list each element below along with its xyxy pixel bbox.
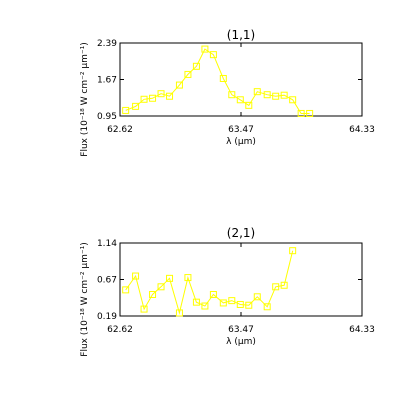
data-point (236, 300, 244, 308)
data-point (228, 91, 236, 99)
data-point (253, 88, 261, 96)
series-line (125, 48, 310, 114)
x-tick-label: 62.62 (107, 325, 133, 335)
ticks: 62.62 63.47 64.33 0.19 0.67 1.14 (97, 239, 375, 335)
data-point (263, 303, 271, 311)
y-axis-label: Flux (10⁻¹⁸ W cm⁻² μm⁻¹) (80, 242, 90, 356)
x-tick-label: 63.47 (228, 325, 254, 335)
y-tick-label: 1.14 (97, 239, 117, 249)
x-tick-label: 64.33 (349, 325, 375, 335)
data-point (140, 305, 148, 313)
data-point (175, 81, 183, 89)
x-tick-label: 63.47 (228, 125, 254, 135)
data-point (192, 62, 200, 70)
data-point (149, 94, 157, 102)
data-point (157, 90, 165, 98)
panel-1-1: (1,1) λ (μm) Flux (10⁻¹⁸ W cm⁻² μm⁻¹) 62… (80, 28, 375, 157)
data-point (122, 106, 130, 114)
x-tick-label: 62.62 (107, 125, 133, 135)
data-point (289, 96, 297, 104)
data-point (219, 74, 227, 82)
data-point (209, 290, 217, 298)
data-point (184, 70, 192, 78)
data-point (209, 51, 217, 59)
data-point (201, 302, 209, 310)
data-point (297, 109, 305, 117)
data-point (192, 298, 200, 306)
data-point (280, 91, 288, 99)
series-line (125, 250, 294, 315)
data-point (166, 274, 174, 282)
data-point (272, 283, 280, 291)
data-point (228, 297, 236, 305)
data-point (157, 283, 165, 291)
panel-2-1: (2,1) λ (μm) Flux (10⁻¹⁸ W cm⁻² μm⁻¹) 62… (80, 226, 375, 357)
ticks: 62.62 63.47 64.33 0.95 1.67 2.39 (97, 39, 375, 135)
y-tick-label: 0.95 (97, 112, 117, 122)
series-marks (122, 45, 314, 117)
data-point (245, 101, 253, 109)
data-point (166, 92, 174, 100)
data-point (263, 91, 271, 99)
data-point (140, 95, 148, 103)
data-point (236, 96, 244, 104)
x-axis-label: λ (μm) (226, 137, 256, 147)
data-point (175, 309, 183, 317)
data-point (132, 272, 140, 280)
plot-frame (119, 42, 363, 117)
y-tick-label: 2.39 (97, 39, 117, 49)
data-point (122, 286, 130, 294)
data-point (219, 299, 227, 307)
x-tick-label: 64.33 (349, 125, 375, 135)
y-axis-label: Flux (10⁻¹⁸ W cm⁻² μm⁻¹) (80, 42, 90, 156)
data-point (184, 274, 192, 282)
data-point (306, 109, 314, 117)
y-tick-label: 0.19 (97, 312, 117, 322)
data-point (132, 102, 140, 110)
y-tick-label: 0.67 (97, 276, 117, 286)
series-marks (122, 247, 297, 317)
x-axis-label: λ (μm) (226, 337, 256, 347)
panel-title: (2,1) (227, 226, 255, 240)
data-point (245, 301, 253, 309)
y-tick-label: 1.67 (97, 76, 117, 86)
data-point (289, 247, 297, 255)
data-point (280, 281, 288, 289)
data-point (201, 45, 209, 53)
data-point (149, 290, 157, 298)
data-point (272, 92, 280, 100)
data-point (253, 293, 261, 301)
panel-title: (1,1) (227, 28, 255, 42)
